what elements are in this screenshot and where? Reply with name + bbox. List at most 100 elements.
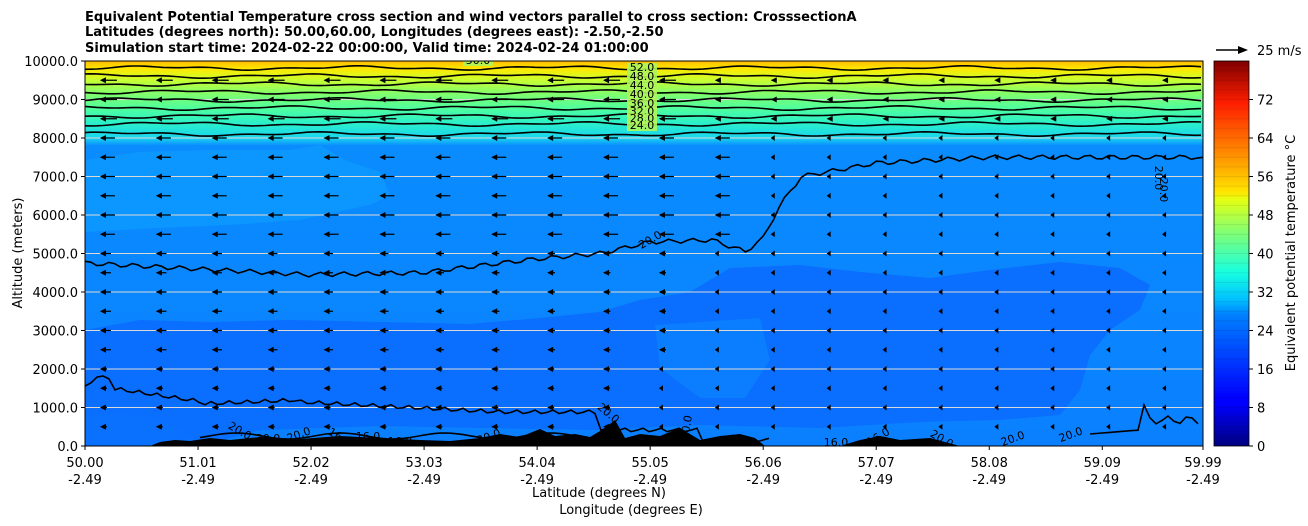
wind-vector-head-290 (658, 154, 665, 161)
wind-vector-head-140 (99, 289, 106, 295)
wind-vector-head-137 (1050, 308, 1055, 315)
colorbar-tick-label-8: 64 (1257, 132, 1274, 147)
wind-vector-head-40 (99, 385, 106, 392)
wind-vector-head-255 (938, 192, 943, 199)
wind-vector-head-62 (211, 366, 218, 372)
wind-vector-head-299 (1162, 154, 1167, 161)
contour-label-lower-4: 16.0 (356, 430, 381, 443)
x-tick-lat-0: 50.00 (66, 456, 103, 471)
wind-vector-head-91 (714, 346, 719, 353)
contour-label-upper-5: 36.0 (630, 97, 655, 110)
wind-vector-head-244 (323, 192, 330, 199)
wind-vector-head-303 (267, 135, 274, 141)
wind-vector-head-372 (770, 77, 777, 84)
wind-vector-head-348 (547, 96, 554, 103)
wind-vector-head-261 (155, 173, 162, 180)
wind-vector-head-340 (99, 96, 106, 103)
wind-vector-head-132 (770, 308, 775, 315)
wind-vector-head-204 (323, 231, 330, 238)
wind-vector-head-66 (435, 366, 442, 372)
wind-vector-head-126 (435, 308, 442, 315)
wind-vector-head-320 (99, 115, 106, 122)
theta-region-light (85, 145, 390, 232)
wind-vector-head-332 (770, 115, 777, 122)
y-tick-label-5: 5000.0 (33, 248, 79, 263)
wind-vector-head-182 (211, 250, 218, 257)
wind-vector-head-289 (603, 154, 610, 161)
wind-vector-head-160 (99, 269, 106, 276)
wind-vector-head-131 (714, 308, 719, 315)
contour-label-bg-upper-3 (627, 81, 657, 91)
wind-vector-head-10 (658, 423, 663, 430)
wind-vector-head-154 (882, 289, 887, 295)
contour-label-bg-upper-4 (627, 90, 657, 100)
wind-vector-head-71 (714, 366, 719, 372)
wind-vector-head-14 (882, 423, 887, 430)
wind-vector-head-256 (994, 192, 999, 199)
x-tick-lon-8: -2.49 (972, 473, 1006, 488)
wind-vector-head-122 (211, 308, 218, 315)
y-tick-label-1: 1000.0 (33, 402, 79, 417)
wind-vector-head-172 (770, 269, 775, 276)
wind-vector-head-233 (826, 212, 831, 218)
wind-vector-head-175 (938, 269, 943, 276)
y-tick-label-6: 6000.0 (33, 209, 79, 224)
wind-vector-head-249 (603, 192, 610, 199)
wind-vector-head-81 (155, 346, 162, 353)
wind-vector-head-239 (1162, 212, 1167, 218)
wind-vector-head-223 (267, 212, 274, 218)
wind-vector-head-68 (547, 366, 554, 372)
wind-vector-head-285 (379, 154, 386, 161)
wind-vector-head-310 (658, 135, 665, 141)
wind-vector-head-74 (882, 366, 887, 372)
wind-vector-head-312 (770, 135, 775, 141)
wind-vector-head-92 (770, 346, 775, 353)
wind-vector-head-95 (938, 346, 943, 353)
wind-vector-head-98 (1106, 346, 1111, 353)
chart-title: Equivalent Potential Temperature cross s… (85, 10, 857, 56)
title-line-2: Latitudes (degrees north): 50.00,60.00, … (85, 25, 664, 40)
wind-vector-head-11 (714, 423, 719, 430)
wind-vector-head-29 (603, 404, 610, 411)
x-tick-lat-9: 59.09 (1084, 456, 1121, 471)
wind-vector-head-314 (882, 135, 887, 141)
wind-vector-head-44 (323, 385, 330, 392)
wind-vector-head-82 (211, 346, 218, 353)
wind-vector-head-355 (938, 96, 945, 103)
wind-vector-head-109 (603, 327, 610, 334)
wind-vector-head-153 (826, 289, 831, 295)
wind-vector-head-73 (826, 366, 831, 372)
wind-vector-head-114 (882, 327, 887, 334)
wind-vector-head-260 (99, 173, 106, 180)
wind-vector-head-219 (1162, 231, 1167, 238)
wind-vector-head-296 (994, 154, 999, 161)
wind-vector-head-7 (491, 423, 498, 430)
wind-vector-head-79 (1162, 366, 1167, 372)
wind-vector-head-161 (155, 269, 162, 276)
wind-vector-head-21 (155, 404, 162, 411)
wind-vector-head-187 (491, 250, 498, 257)
wind-vector-head-328 (547, 115, 554, 122)
wind-vector-head-333 (826, 115, 833, 122)
wind-vector-head-313 (826, 135, 831, 141)
wind-vector-head-189 (603, 250, 610, 257)
wind-vector-head-80 (99, 346, 106, 353)
wind-vector-head-28 (547, 404, 554, 411)
colorbar-tick-label-5: 40 (1257, 248, 1274, 263)
wind-vector-head-108 (547, 327, 554, 334)
x-tick-lon-6: -2.49 (746, 473, 780, 488)
wind-vector-head-93 (826, 346, 831, 353)
wind-vector-head-84 (323, 346, 330, 353)
contour-label-lower-14: 20.0 (1157, 178, 1170, 203)
wind-vector-head-281 (155, 154, 162, 161)
wind-vector-head-309 (603, 135, 610, 141)
wind-vector-head-335 (938, 115, 945, 122)
wind-vector-head-78 (1106, 366, 1111, 372)
wind-vector-head-349 (603, 96, 610, 103)
wind-vector-head-55 (938, 385, 943, 392)
x-tick-lon-2: -2.49 (294, 473, 328, 488)
wind-vector-head-243 (267, 192, 274, 199)
wind-vector-head-163 (267, 269, 274, 276)
wind-vector-head-87 (491, 346, 498, 353)
theta-region-cold (85, 262, 1150, 446)
